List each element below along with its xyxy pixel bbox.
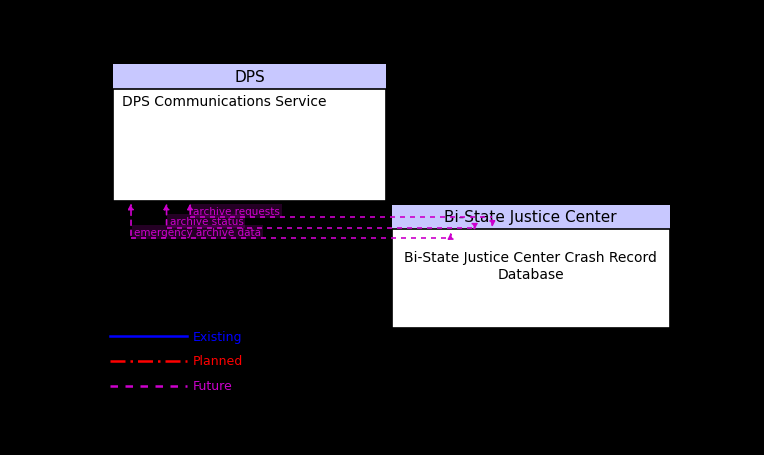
FancyBboxPatch shape [392, 205, 670, 230]
Text: Bi-State Justice Center Crash Record
Database: Bi-State Justice Center Crash Record Dat… [404, 251, 657, 281]
Text: Existing: Existing [193, 330, 243, 343]
Text: DPS: DPS [234, 70, 265, 85]
FancyBboxPatch shape [392, 205, 670, 328]
Text: Bi-State Justice Center: Bi-State Justice Center [445, 210, 617, 225]
Text: emergency archive data: emergency archive data [134, 227, 261, 237]
Text: Planned: Planned [193, 354, 244, 368]
FancyBboxPatch shape [113, 65, 386, 90]
FancyBboxPatch shape [113, 65, 386, 202]
Text: Future: Future [193, 379, 233, 392]
Text: DPS Communications Service: DPS Communications Service [122, 95, 327, 109]
Text: archive status: archive status [170, 217, 244, 227]
Text: archive requests: archive requests [193, 206, 280, 216]
